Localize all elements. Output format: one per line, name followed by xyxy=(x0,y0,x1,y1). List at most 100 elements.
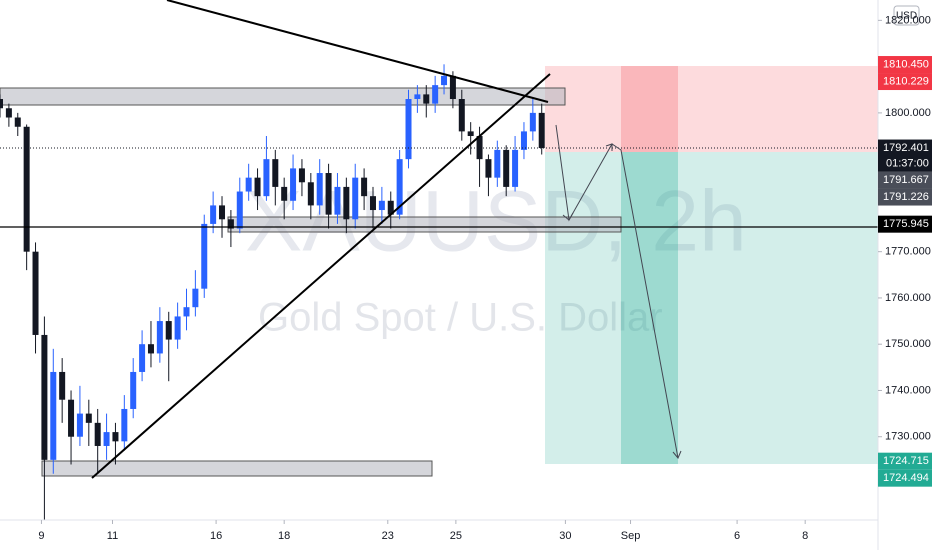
candle-body xyxy=(281,186,288,201)
price-tag xyxy=(878,73,932,91)
currency: USD xyxy=(896,11,917,22)
y-tick-label: 1770.000 xyxy=(885,246,931,258)
candle-body xyxy=(94,422,101,446)
candle-body xyxy=(290,168,297,201)
watermark-description: Gold Spot / U.S. Dollar xyxy=(258,296,663,340)
candle-body xyxy=(538,112,545,149)
candle-body xyxy=(485,159,492,178)
candle-body xyxy=(405,99,412,160)
x-tick-label: 18 xyxy=(278,530,290,542)
candle-body xyxy=(219,205,226,220)
candle-body xyxy=(41,334,48,460)
candle-body xyxy=(529,112,536,132)
price-tag xyxy=(878,171,932,189)
candle-body xyxy=(378,200,385,211)
candle-body xyxy=(76,413,83,437)
candle-body xyxy=(503,149,510,187)
price-tag-label: 1810.229 xyxy=(883,75,929,87)
x-tick-label: Sep xyxy=(621,530,641,542)
candle-body xyxy=(23,126,30,252)
candle-body xyxy=(103,432,110,446)
candle-body xyxy=(458,99,465,132)
candle-body xyxy=(387,200,394,215)
candle-body xyxy=(307,182,314,206)
price-tag xyxy=(878,139,932,172)
candle-body xyxy=(68,399,75,437)
candle-body xyxy=(316,173,323,206)
resistance-zone xyxy=(0,87,566,106)
candle-body xyxy=(5,108,12,118)
candle-body xyxy=(201,223,208,289)
candle-body xyxy=(520,131,527,150)
price-tag-label: 1724.715 xyxy=(883,455,929,467)
candle-body xyxy=(369,196,376,211)
candle-body xyxy=(139,344,146,372)
x-tick-label: 9 xyxy=(38,530,44,542)
candle-body xyxy=(449,75,456,100)
currency-badge[interactable] xyxy=(893,5,920,26)
price-tag-label: 1810.450 xyxy=(883,58,929,70)
x-tick-label: 6 xyxy=(734,530,740,542)
price-tag-label: 1792.401 xyxy=(883,142,929,154)
price-tag-label: 1791.226 xyxy=(883,191,929,203)
candle-body xyxy=(441,75,448,86)
candle-body xyxy=(147,344,154,354)
candle-body xyxy=(85,413,92,423)
candle-body xyxy=(476,136,483,160)
x-tick-label: 8 xyxy=(802,530,808,542)
candle-body xyxy=(512,149,519,187)
price-tag xyxy=(878,452,932,470)
candle-body xyxy=(112,432,119,442)
y-tick-label: 1820.000 xyxy=(885,14,931,26)
price-tag xyxy=(878,215,932,233)
candle-body xyxy=(183,307,190,317)
x-tick-label: 30 xyxy=(559,530,571,542)
candle-body xyxy=(334,186,341,215)
candle-body xyxy=(165,321,172,340)
price-tag xyxy=(878,469,932,487)
y-tick-label: 1760.000 xyxy=(885,292,931,304)
candle-body xyxy=(432,85,439,104)
candle-body xyxy=(32,251,39,335)
candle-body xyxy=(227,219,234,229)
candle-body xyxy=(352,177,359,220)
candle-body xyxy=(298,168,305,183)
support-zone xyxy=(227,216,622,233)
price-tag-label: 1791.667 xyxy=(883,174,929,186)
arrow-heads xyxy=(562,143,682,459)
candle-body xyxy=(174,316,181,340)
price-tag-label: 1775.945 xyxy=(883,218,929,230)
price-tag xyxy=(878,188,932,206)
y-tick-label: 1800.000 xyxy=(885,107,931,119)
candle-body xyxy=(263,159,270,197)
countdown: 01:37:00 xyxy=(886,157,929,169)
y-tick-label: 1740.000 xyxy=(885,384,931,396)
candle-body xyxy=(396,159,403,215)
candle-body xyxy=(121,408,128,442)
trend-line-up xyxy=(91,73,551,479)
candle-body xyxy=(210,205,217,224)
candle-body xyxy=(130,371,137,409)
candle-body xyxy=(59,371,66,400)
candle-body xyxy=(414,94,421,100)
x-tick-label: 23 xyxy=(382,530,394,542)
y-tick-label: 1730.000 xyxy=(885,431,931,443)
candle-body xyxy=(14,117,21,127)
candle-body xyxy=(236,191,243,229)
price-tag xyxy=(878,56,932,74)
candle-body xyxy=(245,177,252,192)
candle-body xyxy=(494,149,501,178)
candle-body xyxy=(156,321,163,354)
trend-line-down xyxy=(166,0,549,103)
candle-body xyxy=(423,94,430,104)
candle-body xyxy=(192,288,199,308)
stop-zone-active xyxy=(621,66,678,152)
candle-body xyxy=(361,177,368,197)
stop-zone xyxy=(545,66,878,152)
target-zone xyxy=(545,152,878,464)
candle-body xyxy=(272,159,279,187)
price-tag-label: 1724.494 xyxy=(883,472,929,484)
x-tick-label: 25 xyxy=(450,530,462,542)
candle-body xyxy=(254,177,261,197)
